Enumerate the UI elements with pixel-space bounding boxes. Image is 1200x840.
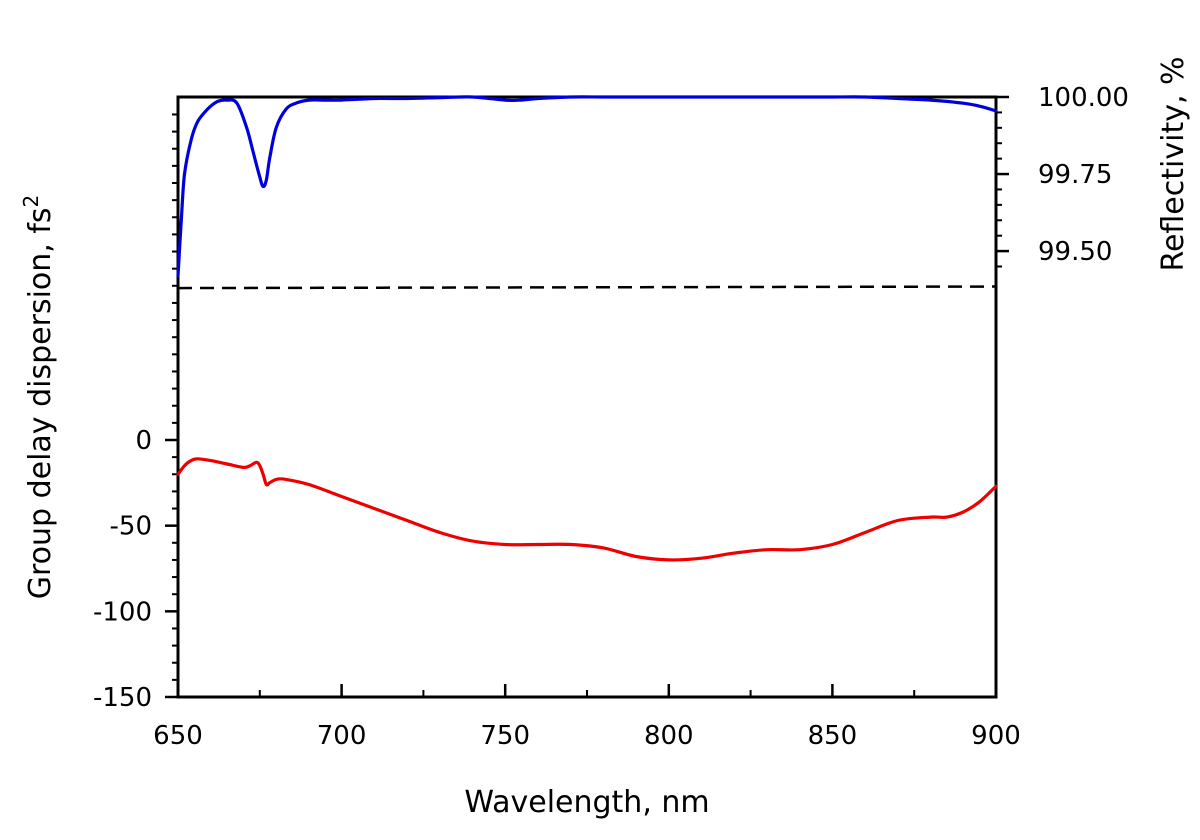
svg-text:Group delay dispersion, fs2: Group delay dispersion, fs2 <box>19 195 58 600</box>
reference-dashed-line <box>177 285 997 290</box>
plot-frame <box>176 95 998 699</box>
series-layer <box>176 95 998 562</box>
x-tick-label: 700 <box>317 721 367 751</box>
gdd-tick-label: -100 <box>93 597 152 627</box>
x-tick-label: 900 <box>971 721 1021 751</box>
gdd-series-line <box>176 457 998 562</box>
left-axis-title: Group delay dispersion, fs2 <box>19 195 58 600</box>
x-tick-label: 650 <box>153 721 203 751</box>
labels-layer: 650 700 750 800 850 900 0 -50 -100 -150 100.00 99.7… <box>93 83 1129 751</box>
refl-tick-label: 99.75 <box>1038 160 1112 190</box>
left-axis-title-text: Group delay dispersion, fs <box>23 207 58 599</box>
ticks-layer <box>165 95 1009 699</box>
x-tick-label: 800 <box>644 721 694 751</box>
right-axis-title-text: Reflectivity, % <box>1156 56 1191 271</box>
gdd-tick-label: -150 <box>93 683 152 713</box>
gdd-tick-label: -50 <box>110 512 152 542</box>
reflectivity-series-line <box>176 95 998 278</box>
x-tick-label: 750 <box>480 721 530 751</box>
refl-tick-label: 100.00 <box>1038 83 1129 113</box>
gdd-tick-label: 0 <box>135 426 152 456</box>
left-axis-title-superscript: 2 <box>19 195 43 208</box>
refl-tick-label: 99.50 <box>1038 237 1112 267</box>
right-axis-title: Reflectivity, % <box>1156 56 1191 271</box>
x-axis-title: Wavelength, nm <box>464 785 709 820</box>
x-tick-label: 850 <box>808 721 858 751</box>
